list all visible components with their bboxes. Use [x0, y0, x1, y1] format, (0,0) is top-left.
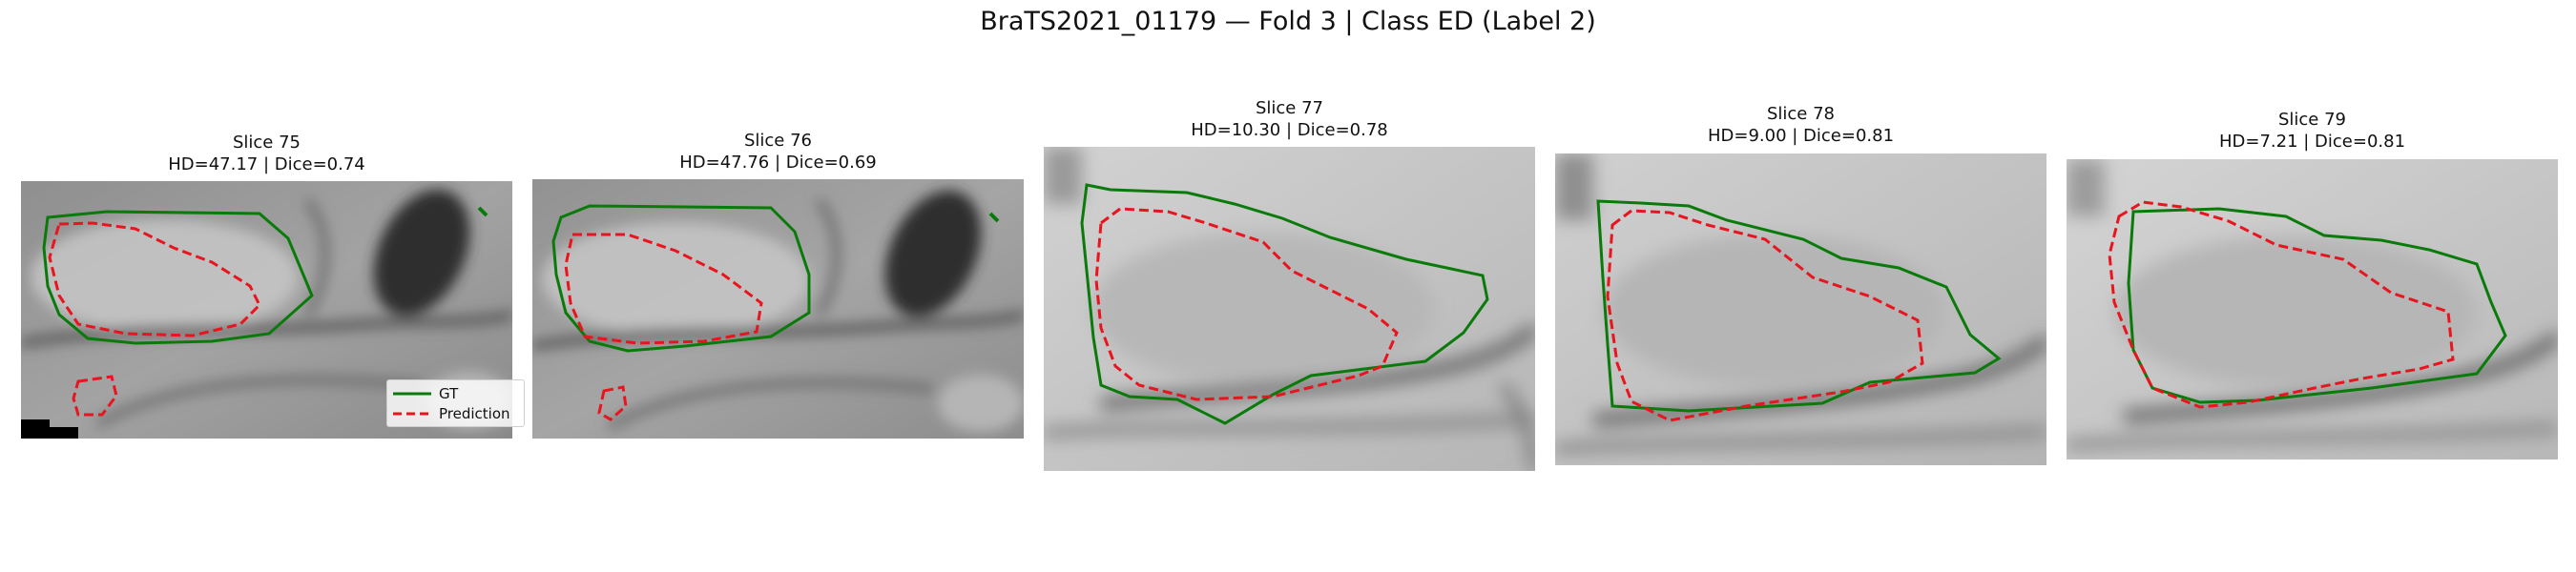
- figure-title: BraTS2021_01179 — Fold 3 | Class ED (Lab…: [980, 7, 1596, 36]
- panel-title: Slice 77 HD=10.30 | Dice=0.78: [1044, 97, 1535, 141]
- mri-slice-image: [1044, 147, 1535, 471]
- panel-slice-75: Slice 75 HD=47.17 | Dice=0.74 GT: [21, 0, 525, 572]
- panel-slice-79: Slice 79 HD=7.21 | Dice=0.81: [2067, 0, 2558, 572]
- panel-title: Slice 76 HD=47.76 | Dice=0.69: [532, 130, 1024, 174]
- metrics-label: HD=9.00 | Dice=0.81: [1707, 126, 1895, 146]
- legend-item-prediction: Prediction: [393, 405, 510, 422]
- metrics-label: HD=47.76 | Dice=0.69: [679, 153, 877, 173]
- metrics-label: HD=10.30 | Dice=0.78: [1191, 120, 1388, 140]
- legend-gt-line-icon: [393, 392, 431, 396]
- mri-slice-image: [2067, 159, 2558, 460]
- slice-label: Slice 76: [743, 131, 813, 151]
- slice-label: Slice 77: [1255, 98, 1324, 118]
- panel-title: Slice 79 HD=7.21 | Dice=0.81: [2067, 109, 2558, 153]
- metrics-label: HD=47.17 | Dice=0.74: [168, 154, 365, 174]
- slice-label: Slice 75: [232, 133, 301, 153]
- legend-gt-label: GT: [439, 385, 459, 402]
- panel-slice-76: Slice 76 HD=47.76 | Dice=0.69: [532, 0, 1024, 572]
- panel-slice-78: Slice 78 HD=9.00 | Dice=0.81: [1555, 0, 2046, 572]
- legend: GT Prediction: [386, 379, 525, 427]
- panel-title: Slice 78 HD=9.00 | Dice=0.81: [1555, 103, 2046, 147]
- mri-slice-image: [532, 179, 1024, 439]
- mri-slice-image: [1555, 153, 2046, 465]
- legend-prediction-label: Prediction: [439, 405, 510, 422]
- slice-label: Slice 79: [2277, 110, 2347, 130]
- panel-title: Slice 75 HD=47.17 | Dice=0.74: [21, 132, 512, 175]
- slice-label: Slice 78: [1766, 104, 1836, 124]
- legend-prediction-line-icon: [393, 412, 431, 416]
- legend-item-gt: GT: [393, 385, 458, 402]
- panel-slice-77: Slice 77 HD=10.30 | Dice=0.78: [1044, 0, 1535, 572]
- metrics-label: HD=7.21 | Dice=0.81: [2218, 132, 2406, 152]
